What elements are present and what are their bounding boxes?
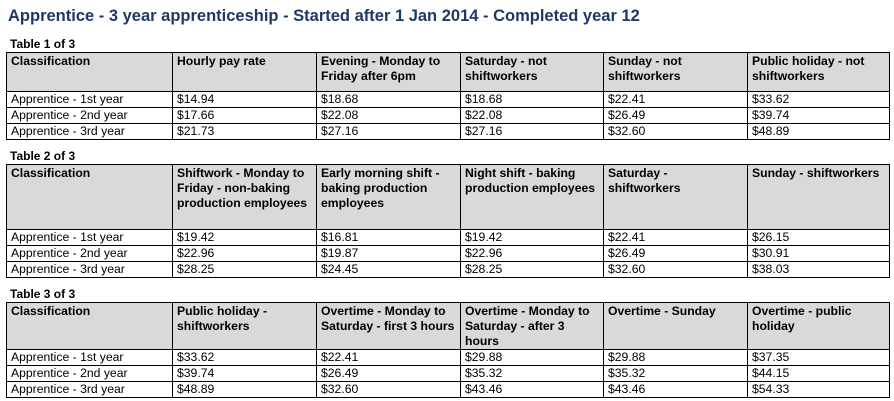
- rate-cell: $19.42: [172, 229, 317, 246]
- rate-cell: $35.32: [603, 365, 748, 382]
- header-cell: Classification: [6, 52, 173, 92]
- rate-cell: $29.88: [460, 349, 604, 366]
- rate-cell: $32.60: [603, 123, 748, 140]
- header-cell: Classification: [6, 164, 173, 230]
- rate-cell: $27.16: [316, 123, 461, 140]
- rate-cell: $16.81: [316, 229, 461, 246]
- classification-cell: Apprentice - 2nd year: [6, 245, 173, 262]
- table-row: Apprentice - 3rd year $21.73 $27.16 $27.…: [6, 123, 890, 140]
- rate-cell: $29.88: [603, 349, 748, 366]
- rate-cell: $28.25: [460, 261, 604, 278]
- table-header-row: Classification Shiftwork - Monday to Fri…: [6, 164, 890, 230]
- rate-cell: $39.74: [172, 365, 317, 382]
- header-cell: Classification: [6, 302, 173, 350]
- rate-cell: $43.46: [460, 381, 604, 398]
- rate-cell: $22.96: [460, 245, 604, 262]
- rate-cell: $38.03: [747, 261, 890, 278]
- rate-cell: $14.94: [172, 91, 317, 108]
- table-row: Apprentice - 2nd year $17.66 $22.08 $22.…: [6, 107, 890, 124]
- rate-cell: $22.41: [603, 91, 748, 108]
- rate-cell: $32.60: [603, 261, 748, 278]
- rate-cell: $24.45: [316, 261, 461, 278]
- header-cell: Night shift - baking production employee…: [460, 164, 604, 230]
- rate-cell: $26.15: [747, 229, 890, 246]
- rate-cell: $22.96: [172, 245, 317, 262]
- rate-cell: $22.08: [460, 107, 604, 124]
- rate-cell: $44.15: [747, 365, 890, 382]
- header-cell: Early morning shift - baking production …: [316, 164, 461, 230]
- page-title: Apprentice - 3 year apprenticeship - Sta…: [8, 7, 640, 25]
- table-row: Apprentice - 1st year $33.62 $22.41 $29.…: [6, 349, 890, 366]
- header-cell: Overtime - Sunday: [603, 302, 748, 350]
- classification-cell: Apprentice - 2nd year: [6, 107, 173, 124]
- header-cell: Public holiday - shiftworkers: [172, 302, 317, 350]
- rate-cell: $28.25: [172, 261, 317, 278]
- classification-cell: Apprentice - 3rd year: [6, 261, 173, 278]
- rate-cell: $26.49: [603, 107, 748, 124]
- rate-cell: $22.41: [316, 349, 461, 366]
- rate-cell: $37.35: [747, 349, 890, 366]
- pay-rates-table-3: Classification Public holiday - shiftwor…: [6, 302, 890, 398]
- header-cell: Saturday - not shiftworkers: [460, 52, 604, 92]
- header-cell: Saturday - shiftworkers: [603, 164, 748, 230]
- table-row: Apprentice - 2nd year $22.96 $19.87 $22.…: [6, 245, 890, 262]
- rate-cell: $22.08: [316, 107, 461, 124]
- classification-cell: Apprentice - 3rd year: [6, 123, 173, 140]
- classification-cell: Apprentice - 3rd year: [6, 381, 173, 398]
- rate-cell: $30.91: [747, 245, 890, 262]
- rate-cell: $32.60: [316, 381, 461, 398]
- rate-cell: $39.74: [747, 107, 890, 124]
- classification-cell: Apprentice - 1st year: [6, 349, 173, 366]
- table-row: Apprentice - 1st year $19.42 $16.81 $19.…: [6, 229, 890, 246]
- rate-cell: $17.66: [172, 107, 317, 124]
- pay-rates-table-1: Classification Hourly pay rate Evening -…: [6, 52, 890, 140]
- rate-cell: $33.62: [747, 91, 890, 108]
- rate-cell: $22.41: [603, 229, 748, 246]
- header-cell: Overtime - public holiday: [747, 302, 890, 350]
- table-2-caption: Table 2 of 3: [10, 149, 76, 163]
- table-header-row: Classification Hourly pay rate Evening -…: [6, 52, 890, 92]
- table-header-row: Classification Public holiday - shiftwor…: [6, 302, 890, 350]
- header-cell: Overtime - Monday to Saturday - after 3 …: [460, 302, 604, 350]
- rate-cell: $43.46: [603, 381, 748, 398]
- table-row: Apprentice - 3rd year $48.89 $32.60 $43.…: [6, 381, 890, 398]
- rate-cell: $48.89: [747, 123, 890, 140]
- rate-cell: $27.16: [460, 123, 604, 140]
- header-cell: Public holiday - not shiftworkers: [747, 52, 890, 92]
- rate-cell: $18.68: [316, 91, 461, 108]
- header-cell: Overtime - Monday to Saturday - first 3 …: [316, 302, 461, 350]
- rate-cell: $19.42: [460, 229, 604, 246]
- header-cell: Sunday - not shiftworkers: [603, 52, 748, 92]
- header-cell: Hourly pay rate: [172, 52, 317, 92]
- header-cell: Sunday - shiftworkers: [747, 164, 890, 230]
- rate-cell: $54.33: [747, 381, 890, 398]
- rate-cell: $26.49: [316, 365, 461, 382]
- rate-cell: $26.49: [603, 245, 748, 262]
- classification-cell: Apprentice - 2nd year: [6, 365, 173, 382]
- table-3-caption: Table 3 of 3: [10, 287, 76, 301]
- rate-cell: $48.89: [172, 381, 317, 398]
- rate-cell: $33.62: [172, 349, 317, 366]
- pay-rates-table-2: Classification Shiftwork - Monday to Fri…: [6, 164, 890, 278]
- rate-cell: $18.68: [460, 91, 604, 108]
- table-1-caption: Table 1 of 3: [10, 37, 76, 51]
- rate-cell: $21.73: [172, 123, 317, 140]
- header-cell: Evening - Monday to Friday after 6pm: [316, 52, 461, 92]
- rate-cell: $19.87: [316, 245, 461, 262]
- table-row: Apprentice - 1st year $14.94 $18.68 $18.…: [6, 91, 890, 108]
- table-row: Apprentice - 2nd year $39.74 $26.49 $35.…: [6, 365, 890, 382]
- table-row: Apprentice - 3rd year $28.25 $24.45 $28.…: [6, 261, 890, 278]
- header-cell: Shiftwork - Monday to Friday - non-bakin…: [172, 164, 317, 230]
- classification-cell: Apprentice - 1st year: [6, 229, 173, 246]
- classification-cell: Apprentice - 1st year: [6, 91, 173, 108]
- rate-cell: $35.32: [460, 365, 604, 382]
